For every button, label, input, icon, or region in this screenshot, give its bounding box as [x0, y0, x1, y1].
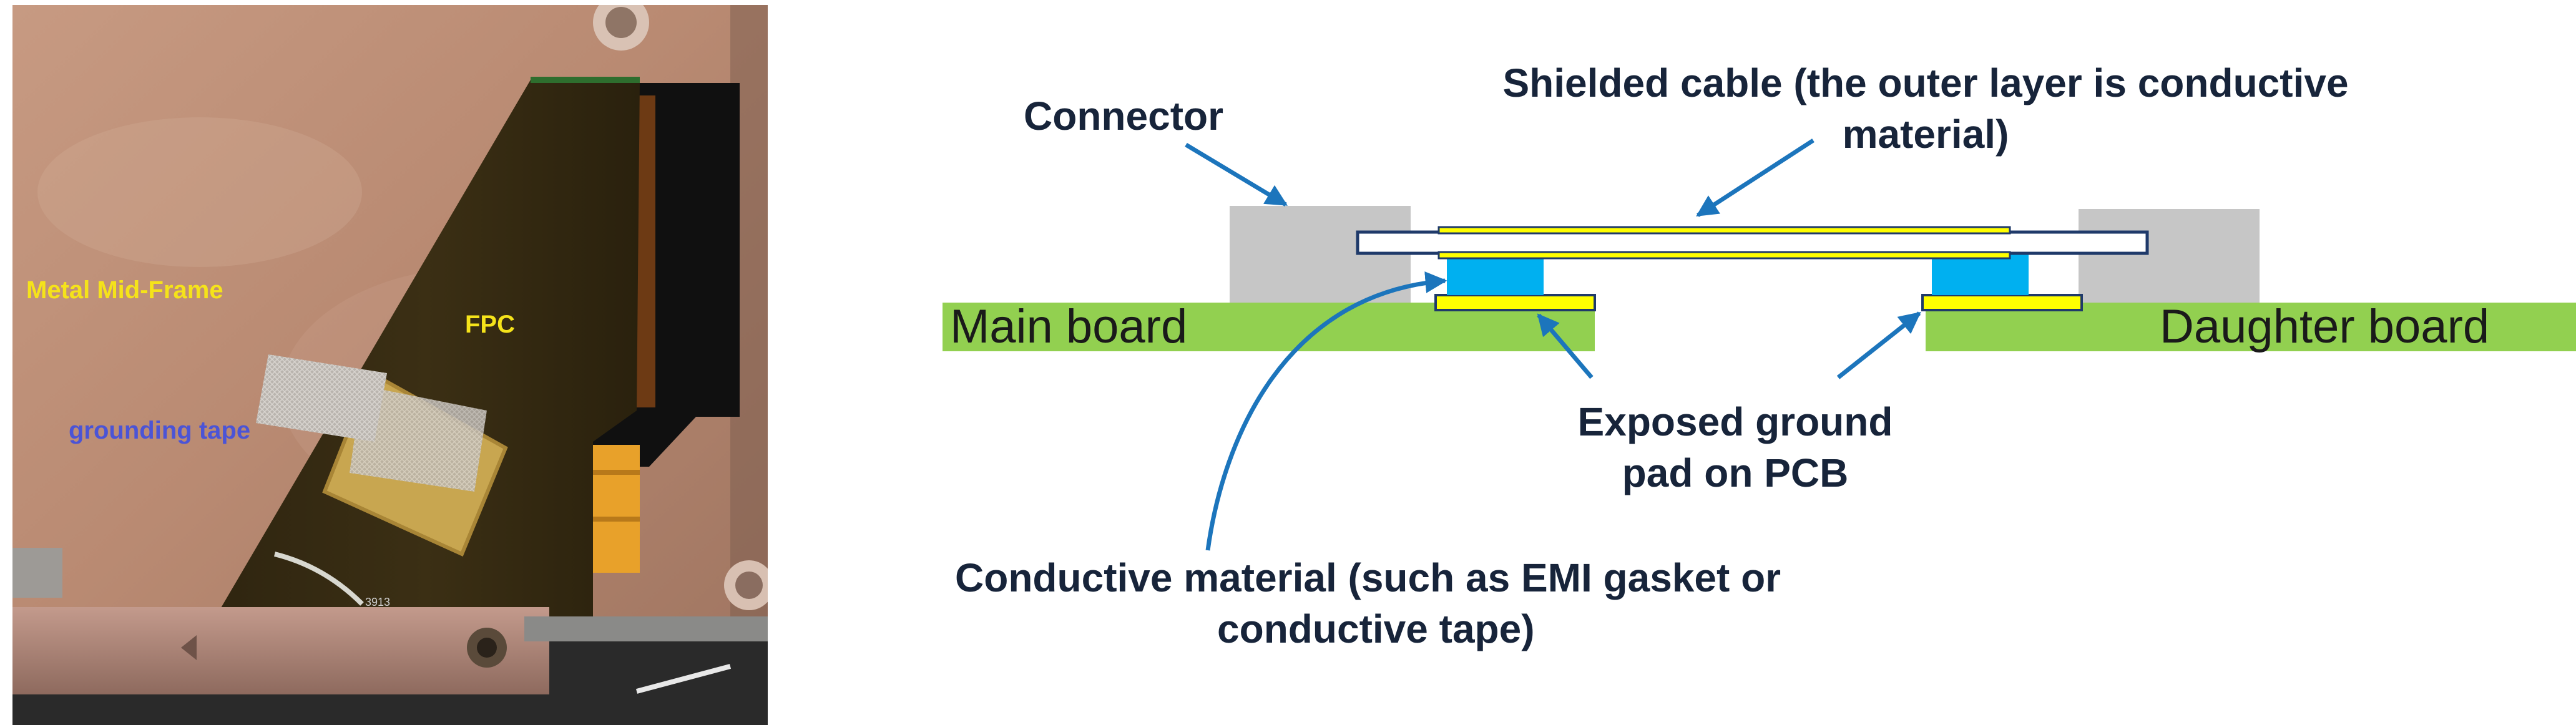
- photo-illustration: 3913: [12, 5, 768, 725]
- label-daughter-board: Daughter board: [2160, 300, 2490, 353]
- label-conductive-line2: conductive tape): [1217, 606, 1535, 651]
- arrow-shielded-cable: [1696, 139, 1814, 217]
- label-conductive-line1: Conductive material (such as EMI gasket …: [955, 555, 1781, 600]
- label-shielded-cable-line2: material): [1842, 112, 2009, 157]
- label-conductive-material: Conductive material (such as EMI gasket …: [955, 552, 1781, 654]
- label-shielded-cable: Shielded cable (the outer layer is condu…: [1473, 57, 2378, 160]
- arrow-pad-daughter: [1836, 311, 1921, 379]
- label-ground-pad-line2: pad on PCB: [1622, 450, 1849, 495]
- fpc-body: [212, 80, 640, 623]
- gasket-daughter: [1932, 255, 2029, 295]
- cable-shield-bottom: [1437, 251, 2011, 260]
- gasket-main: [1447, 255, 1544, 295]
- connector-daughter: [2079, 209, 2260, 303]
- label-fpc: FPC: [465, 311, 515, 338]
- device-photo: 3913 Metal Mid-Frame FPC grounding tape: [12, 5, 768, 725]
- arrow-conductive-material: [1205, 271, 1447, 551]
- label-shielded-cable-line1: Shielded cable (the outer layer is condu…: [1502, 61, 2349, 105]
- metal-bracket: [12, 607, 549, 694]
- label-metal-mid-frame: Metal Mid-Frame: [26, 276, 223, 304]
- cross-section-diagram: Connector Shielded cable (the outer laye…: [774, 0, 2576, 725]
- grounding-tape-shape: [256, 354, 387, 442]
- ground-pad-daughter: [1921, 294, 2083, 311]
- fpc-marking: 3913: [365, 596, 390, 608]
- arrow-pad-main: [1537, 313, 1594, 379]
- orange-flex: [590, 445, 640, 573]
- diagram-graphics: [943, 139, 2576, 551]
- arrow-connector: [1185, 142, 1288, 207]
- label-main-board: Main board: [950, 300, 1188, 353]
- label-ground-pad-line1: Exposed ground: [1577, 399, 1893, 444]
- shielded-cable: [1356, 230, 2149, 255]
- label-connector: Connector: [1024, 94, 1223, 139]
- label-ground-pad: Exposed ground pad on PCB: [1542, 396, 1929, 499]
- ground-pad-main: [1434, 294, 1596, 311]
- cable-shield-top: [1437, 226, 2011, 235]
- label-grounding-tape: grounding tape: [69, 417, 251, 444]
